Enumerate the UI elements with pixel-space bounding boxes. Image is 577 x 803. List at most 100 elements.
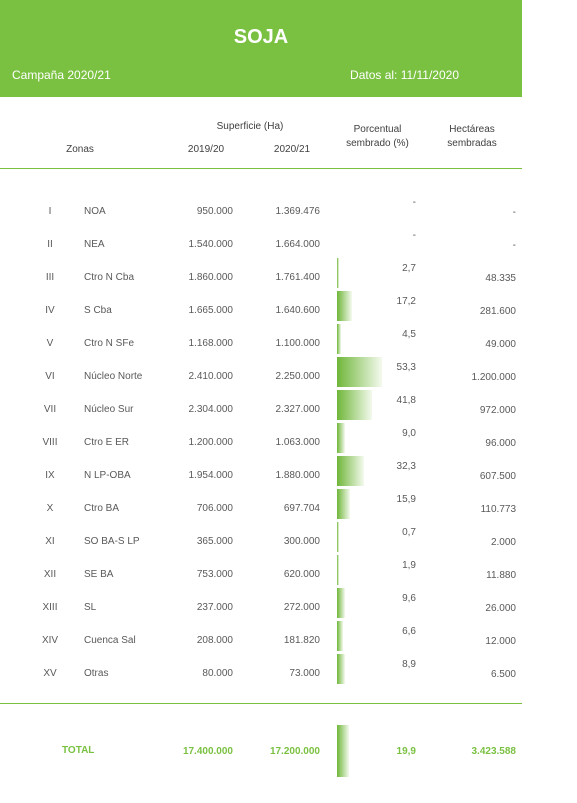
year-2019-header: 2019/20 [187, 144, 225, 155]
pct-bar [337, 654, 345, 684]
zone-number: I [48, 206, 52, 217]
porcentual-header: Porcentual sembrado (%) [330, 123, 425, 151]
data-date: Datos al: 11/11/2020 [350, 68, 459, 82]
pct-sembrado: - [412, 230, 416, 241]
zone-name: N LP-OBA [84, 470, 131, 481]
pct-bar [337, 423, 345, 453]
zone-number: III [45, 272, 55, 283]
surface-2020: 1.640.600 [275, 305, 321, 316]
zone-name: Núcleo Sur [84, 404, 134, 415]
pct-bar [337, 291, 352, 321]
zone-number: VIII [42, 437, 58, 448]
surface-2019: 1.954.000 [188, 470, 234, 481]
porcentual-header-line1: Porcentual [353, 124, 402, 135]
pct-sembrado: 9,6 [402, 593, 416, 604]
total-label: TOTAL [62, 745, 95, 756]
total-pct-bar [337, 725, 349, 777]
zonas-header: Zonas [66, 144, 94, 155]
hectareas-sembradas: 11.880 [486, 570, 516, 581]
hectareas-sembradas: 6.500 [490, 669, 516, 680]
pct-sembrado: - [412, 197, 416, 208]
pct-sembrado: 8,9 [402, 659, 416, 670]
pct-sembrado: 32,3 [396, 461, 416, 472]
surface-2019: 208.000 [196, 635, 233, 646]
surface-2019: 950.000 [196, 206, 233, 217]
zone-name: Ctro N Cba [84, 272, 135, 283]
zone-name: SL [84, 602, 97, 613]
pct-bar [337, 522, 339, 552]
hectareas-sembradas: 110.773 [480, 504, 516, 515]
pct-bar [337, 390, 373, 420]
surface-2020: 1.761.400 [275, 272, 321, 283]
zone-name: Cuenca Sal [84, 635, 136, 646]
hectareas-sembradas: 48.335 [485, 273, 516, 284]
hectareas-sembradas: 607.500 [479, 471, 516, 482]
surface-2020: 300.000 [283, 536, 320, 547]
total-divider [0, 703, 522, 704]
superficie-header: Superficie (Ha) [216, 121, 284, 132]
zone-number: XI [45, 536, 55, 547]
surface-2019: 1.168.000 [188, 338, 234, 349]
surface-2019: 1.540.000 [188, 239, 234, 250]
zone-number: XIV [41, 635, 59, 646]
surface-2019: 237.000 [196, 602, 233, 613]
surface-2020: 181.820 [283, 635, 320, 646]
hectareas-sembradas: 12.000 [485, 636, 516, 647]
surface-2019: 1.860.000 [188, 272, 234, 283]
pct-bar [337, 258, 340, 288]
surface-2020: 1.100.000 [275, 338, 321, 349]
surface-2019: 1.200.000 [188, 437, 234, 448]
surface-2020: 2.327.000 [275, 404, 321, 415]
zone-number: XIII [42, 602, 58, 613]
surface-2019: 80.000 [202, 668, 233, 679]
zone-number: II [47, 239, 53, 250]
surface-2019: 2.410.000 [188, 371, 234, 382]
hectareas-header-line1: Hectáreas [449, 124, 495, 135]
pct-sembrado: 0,7 [402, 527, 416, 538]
pct-sembrado: 1,9 [402, 560, 416, 571]
zone-name: NOA [84, 206, 106, 217]
pct-bar [337, 489, 351, 519]
zone-name: NEA [84, 239, 105, 250]
pct-bar [337, 456, 365, 486]
surface-2019: 365.000 [196, 536, 233, 547]
hectareas-sembradas: 972.000 [479, 405, 516, 416]
zone-number: IX [45, 470, 55, 481]
zone-name: Ctro E ER [84, 437, 130, 448]
hectareas-sembradas: 96.000 [485, 438, 516, 449]
hectareas-sembradas: 1.200.000 [471, 372, 517, 383]
zone-number: VI [45, 371, 55, 382]
zone-name: Ctro BA [84, 503, 120, 514]
porcentual-header-line2: sembrado (%) [346, 138, 409, 149]
surface-2020: 2.250.000 [275, 371, 321, 382]
hectareas-sembradas: - [512, 240, 516, 251]
hectareas-sembradas: 49.000 [485, 339, 516, 350]
hectareas-sembradas: 26.000 [485, 603, 516, 614]
hectareas-sembradas: - [512, 207, 516, 218]
zone-name: Ctro N SFe [84, 338, 135, 349]
pct-sembrado: 17,2 [396, 296, 416, 307]
pct-sembrado: 15,9 [396, 494, 416, 505]
surface-2019: 753.000 [196, 569, 233, 580]
surface-2020: 1.880.000 [275, 470, 321, 481]
zone-number: XV [43, 668, 57, 679]
surface-2020: 1.369.476 [275, 206, 321, 217]
zone-name: S Cba [84, 305, 112, 316]
zone-number: X [46, 503, 54, 514]
total-pct: 19,9 [396, 746, 416, 757]
pct-sembrado: 6,6 [402, 626, 416, 637]
pct-sembrado: 2,7 [402, 263, 416, 274]
zone-number: IV [45, 305, 55, 316]
year-2020-header: 2020/21 [273, 144, 311, 155]
zone-number: VII [43, 404, 57, 415]
header-divider [0, 168, 522, 169]
surface-2020: 620.000 [283, 569, 320, 580]
pct-bar [337, 621, 343, 651]
pct-sembrado: 4,5 [402, 329, 416, 340]
hectareas-sembradas: 281.600 [479, 306, 516, 317]
surface-2020: 1.063.000 [275, 437, 321, 448]
hectareas-sembradas: 2.000 [490, 537, 516, 548]
campaign-label: Campaña 2020/21 [12, 68, 111, 82]
pct-bar [337, 357, 382, 387]
zone-name: SE BA [84, 569, 114, 580]
